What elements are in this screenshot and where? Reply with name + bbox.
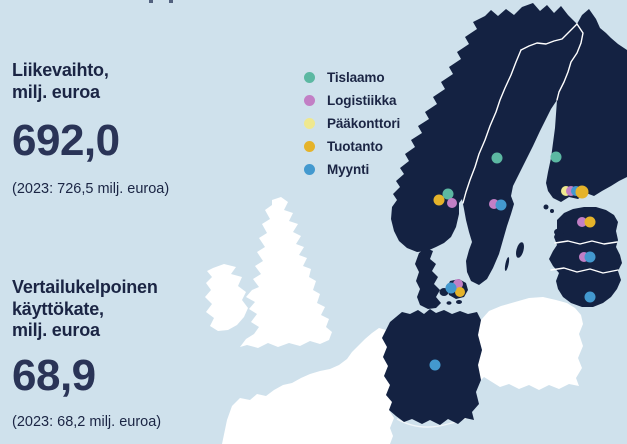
marker-tislaamo <box>442 188 454 200</box>
ebitda-value: 68,9 <box>12 351 96 400</box>
border-sweden-finland <box>556 23 584 101</box>
map-legend: Tislaamo Logistiikka Pääkonttori Tuotanto My… <box>304 66 400 181</box>
map-region-poland <box>478 297 583 390</box>
paakonttori-dot-icon <box>304 118 315 129</box>
legend-item-myynti: Myynti <box>304 158 400 181</box>
map-region-great-britain <box>240 197 332 348</box>
marker-myynti <box>495 199 507 211</box>
legend-item-tislaamo: Tislaamo <box>304 66 400 89</box>
logistiikka-dot-icon <box>304 95 315 106</box>
revenue-comparison: (2023: 726,5 milj. euroa) <box>12 181 170 197</box>
map-island-saaremaa <box>554 222 567 236</box>
marker-tuotanto <box>575 185 589 199</box>
marker-myynti <box>429 359 441 371</box>
marker-logistiikka <box>447 198 457 208</box>
map-region-france-benelux <box>222 328 394 444</box>
cropped-title-fragment <box>149 0 153 3</box>
location-markers <box>429 151 596 371</box>
marker-tuotanto <box>455 287 465 297</box>
legend-label: Tuotanto <box>327 139 383 154</box>
revenue-value: 692,0 <box>12 116 120 165</box>
marker-logistiikka <box>577 217 587 227</box>
legend-label: Myynti <box>327 162 370 177</box>
legend-item-logistiikka: Logistiikka <box>304 89 400 112</box>
marker-myynti <box>584 251 596 263</box>
marker-myynti <box>584 291 596 303</box>
border-estonia-latvia <box>554 240 618 245</box>
marker-myynti <box>445 282 457 294</box>
country-border-lines <box>462 23 619 274</box>
legend-label: Logistiikka <box>327 93 397 108</box>
ebitda-comparison: (2023: 68,2 milj. euroa) <box>12 414 162 430</box>
marker-tislaamo <box>550 151 562 163</box>
legend-label: Pääkonttori <box>327 116 401 131</box>
map-island-gotland <box>516 242 524 258</box>
marker-tuotanto <box>584 216 596 228</box>
border-norway-finland <box>520 23 578 51</box>
ebitda-label: Vertailukelpoinen käyttökate, milj. euro… <box>12 277 158 340</box>
marker-tuotanto <box>433 194 445 206</box>
myynti-dot-icon <box>304 164 315 175</box>
marker-tislaamo <box>491 152 503 164</box>
tuotanto-dot-icon <box>304 141 315 152</box>
legend-item-tuotanto: Tuotanto <box>304 135 400 158</box>
cropped-title-fragment <box>169 0 173 3</box>
border-norway-sweden <box>462 49 522 204</box>
legend-label: Tislaamo <box>327 70 385 85</box>
tislaamo-dot-icon <box>304 72 315 83</box>
faint-border-czech <box>396 414 472 428</box>
revenue-label: Liikevaihto, milj. euroa <box>12 60 109 102</box>
border-latvia-lithuania <box>550 267 619 274</box>
map-island-oland <box>504 257 510 271</box>
map-region-ireland <box>205 264 248 331</box>
legend-item-paakonttori: Pääkonttori <box>304 112 400 135</box>
map-island-aland <box>543 204 554 213</box>
